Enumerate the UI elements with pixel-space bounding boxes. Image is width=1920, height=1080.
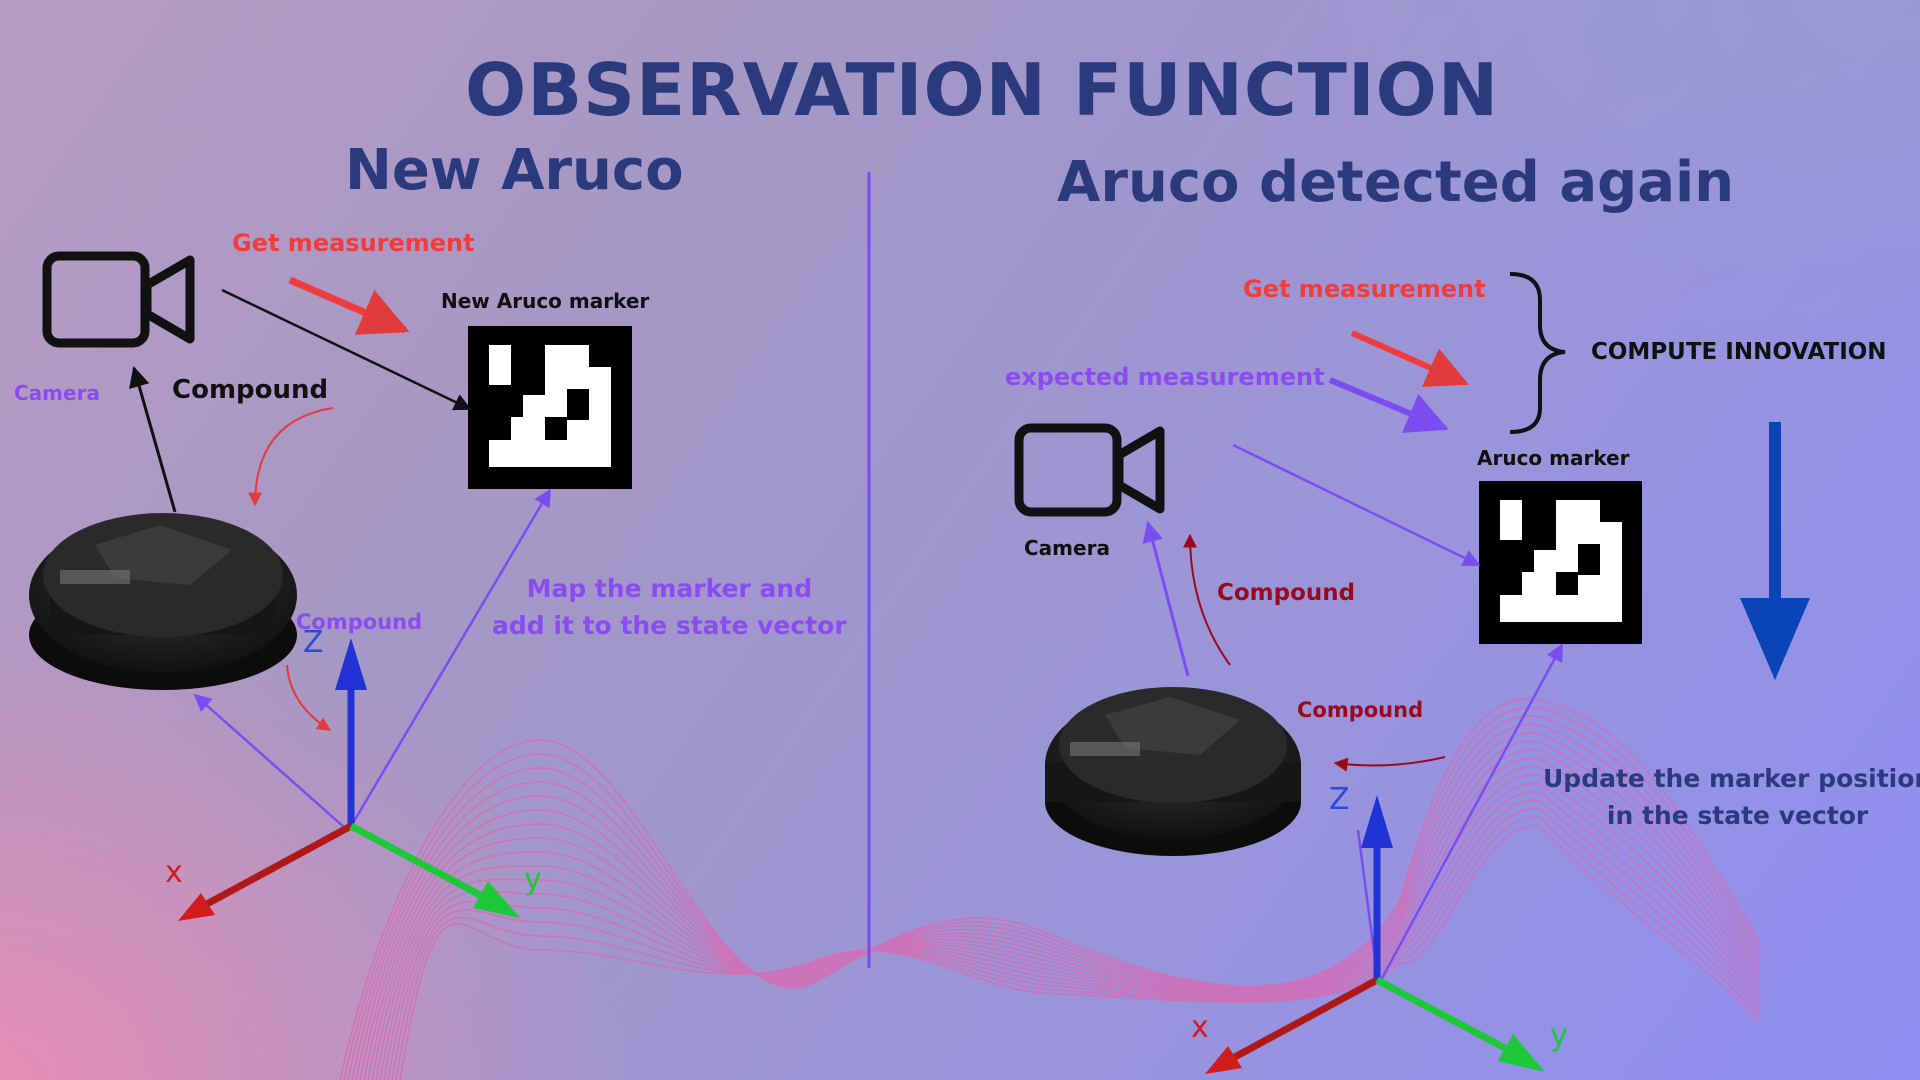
decorative-waves (339, 698, 1761, 1080)
new-aruco-marker (468, 326, 632, 489)
aruco-marker-label: Aruco marker (1477, 446, 1630, 470)
left-section-heading: New Aruco (345, 138, 684, 203)
wave-line (395, 816, 1761, 1080)
wave-line (339, 698, 1761, 1080)
axes-right (1205, 795, 1545, 1074)
right-x-axis-label: x (1191, 1010, 1209, 1045)
wave-line (351, 723, 1761, 1080)
map-marker-note-line2: add it to the state vector (492, 611, 847, 640)
compound-curve-arrow-upper (248, 407, 334, 507)
left-camera-label: Camera (14, 381, 100, 405)
wave-line (399, 825, 1761, 1080)
origin-to-marker-arrow-right (1378, 643, 1564, 983)
update-marker-note-line2: in the state vector (1606, 801, 1869, 830)
map-marker-note-line1: Map the marker and (526, 574, 813, 603)
wave-line (379, 782, 1761, 1080)
wave-line (347, 715, 1761, 1080)
wave-line (359, 740, 1761, 1080)
compute-innovation-label: COMPUTE INNOVATION (1591, 339, 1887, 365)
robot-to-camera-arrow-right (1142, 520, 1190, 677)
wave-line (367, 757, 1761, 1080)
right-compound-label-lower: Compound (1297, 698, 1424, 722)
right-section-heading: Aruco detected again (1057, 150, 1735, 215)
robot-right (1045, 687, 1301, 856)
origin-to-robot-arrow (193, 693, 346, 829)
right-camera-label: Camera (1024, 536, 1110, 560)
expected-measurement-label: expected measurement (1005, 363, 1325, 391)
compound-curve-arrow-right-upper (1183, 533, 1231, 666)
camera-to-marker-arrow (1232, 443, 1481, 567)
left-y-axis-label: y (524, 862, 542, 897)
compound-curve-arrow-lower (286, 664, 332, 731)
update-down-arrow (1740, 422, 1810, 680)
wave-line (371, 765, 1761, 1080)
left-x-axis-label: x (165, 855, 183, 890)
get-measurement-arrow (288, 276, 410, 335)
right-y-axis-label: y (1550, 1018, 1568, 1053)
origin-to-marker-arrow (348, 488, 552, 829)
right-compound-label-upper: Compound (1217, 580, 1356, 606)
robot-left (29, 513, 297, 690)
left-compound-label-upper: Compound (172, 375, 329, 405)
left-z-axis-label: Z (303, 625, 324, 660)
axes-left (178, 638, 520, 921)
right-get-measurement-label: Get measurement (1243, 275, 1486, 303)
update-marker-note: Update the marker position in the state … (1543, 760, 1920, 834)
wave-line (387, 799, 1761, 1080)
update-marker-note-line1: Update the marker position (1543, 764, 1920, 793)
camera-icon (42, 251, 195, 348)
camera-icon-right (1014, 423, 1165, 517)
new-aruco-marker-label: New Aruco marker (441, 289, 650, 313)
compound-curve-arrow-right-lower (1333, 756, 1446, 772)
aruco-marker (1479, 481, 1642, 644)
expected-measurement-arrow (1328, 377, 1449, 433)
get-measurement-arrow-right (1350, 330, 1469, 387)
innovation-brace (1509, 272, 1566, 434)
measurement-line-arrow (221, 288, 472, 411)
left-get-measurement-label: Get measurement (232, 229, 475, 257)
wave-line (343, 706, 1761, 1080)
map-marker-note: Map the marker and add it to the state v… (492, 570, 847, 644)
page-title: OBSERVATION FUNCTION (465, 48, 1500, 132)
robot-to-camera-arrow (129, 365, 177, 513)
left-compound-label-lower: Compound (296, 610, 423, 634)
wave-line (383, 791, 1761, 1080)
wave-line (391, 808, 1761, 1080)
right-z-axis-label: Z (1329, 782, 1350, 817)
wave-line (355, 732, 1761, 1080)
wave-line (375, 774, 1761, 1080)
wave-line (363, 748, 1761, 1080)
